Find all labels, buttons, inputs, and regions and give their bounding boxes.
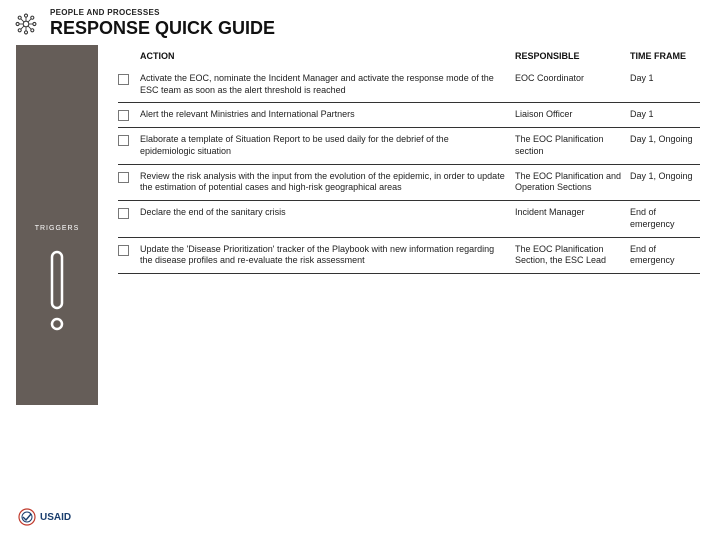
- table-row: Update the 'Disease Prioritization' trac…: [118, 238, 700, 274]
- usaid-seal-icon: [18, 508, 36, 526]
- page-header: PEOPLE AND PROCESSES RESPONSE QUICK GUID…: [0, 0, 720, 45]
- sidebar: TRIGGERS: [16, 45, 98, 405]
- cell-time: End of emergency: [630, 207, 700, 230]
- checkbox[interactable]: [118, 172, 129, 183]
- cell-responsible: The EOC Planification section: [515, 134, 630, 157]
- cell-action: Review the risk analysis with the input …: [140, 171, 515, 194]
- table-header-row: ACTION RESPONSIBLE TIME FRAME: [118, 45, 700, 67]
- network-icon: [12, 10, 40, 38]
- logo-text: USAID: [40, 512, 71, 523]
- checkbox[interactable]: [118, 74, 129, 85]
- cell-action: Update the 'Disease Prioritization' trac…: [140, 244, 515, 267]
- table-row: Declare the end of the sanitary crisis I…: [118, 201, 700, 237]
- checkbox[interactable]: [118, 135, 129, 146]
- table-row: Elaborate a template of Situation Report…: [118, 128, 700, 164]
- cell-action: Alert the relevant Ministries and Intern…: [140, 109, 515, 121]
- cell-time: Day 1, Ongoing: [630, 134, 700, 157]
- footer-logo: USAID: [18, 508, 71, 526]
- table-row: Activate the EOC, nominate the Incident …: [118, 67, 700, 103]
- checkbox[interactable]: [118, 245, 129, 256]
- cell-action: Activate the EOC, nominate the Incident …: [140, 73, 515, 96]
- cell-action: Elaborate a template of Situation Report…: [140, 134, 515, 157]
- table-row: Review the risk analysis with the input …: [118, 165, 700, 201]
- checkbox[interactable]: [118, 110, 129, 121]
- header-responsible: RESPONSIBLE: [515, 51, 630, 61]
- table-row: Alert the relevant Ministries and Intern…: [118, 103, 700, 128]
- action-table: ACTION RESPONSIBLE TIME FRAME Activate t…: [98, 45, 720, 405]
- cell-time: Day 1: [630, 73, 700, 96]
- cell-action: Declare the end of the sanitary crisis: [140, 207, 515, 230]
- cell-time: End of emergency: [630, 244, 700, 267]
- content-area: TRIGGERS ACTION RESPONSIBLE TIME FRAME A…: [0, 45, 720, 405]
- cell-responsible: EOC Coordinator: [515, 73, 630, 96]
- cell-responsible: Incident Manager: [515, 207, 630, 230]
- thermometer-icon: [42, 248, 72, 338]
- cell-responsible: The EOC Planification Section, the ESC L…: [515, 244, 630, 267]
- cell-responsible: The EOC Planification and Operation Sect…: [515, 171, 630, 194]
- header-time: TIME FRAME: [630, 51, 700, 61]
- cell-time: Day 1: [630, 109, 700, 121]
- checkbox[interactable]: [118, 208, 129, 219]
- page-title: RESPONSE QUICK GUIDE: [50, 18, 275, 39]
- sidebar-label: TRIGGERS: [35, 225, 80, 232]
- cell-time: Day 1, Ongoing: [630, 171, 700, 194]
- header-action: ACTION: [140, 51, 515, 61]
- cell-responsible: Liaison Officer: [515, 109, 630, 121]
- page-subtitle: PEOPLE AND PROCESSES: [50, 8, 275, 17]
